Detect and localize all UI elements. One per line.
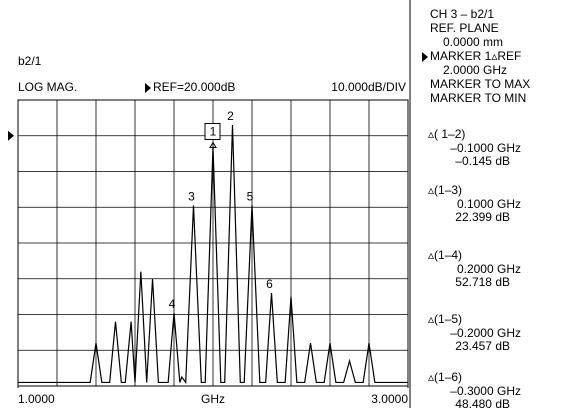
ref-label: REF=20.000dB [153,80,235,94]
delta-label: ▵(1–5) [428,312,462,326]
panel-line: REF. PLANE [430,21,499,35]
marker-label: 2 [227,109,234,123]
delta-frequency: –0.2000 GHz [450,326,521,340]
ref-arrow [8,130,14,141]
format-label: LOG MAG. [18,80,77,94]
delta-frequency: –0.3000 GHz [450,384,521,398]
delta-frequency: –0.1000 GHz [450,141,521,155]
delta-level: 48.480 dB [455,397,510,408]
delta-level: –0.145 dB [455,154,510,168]
marker-label: 1 [210,125,217,139]
panel-line: 2.0000 GHz [443,63,507,77]
ref-icon [145,83,151,93]
delta-frequency: 0.2000 GHz [457,262,521,276]
softkey[interactable]: MARKER TO MIN [430,91,526,105]
trace [18,125,408,385]
delta-frequency: 0.1000 GHz [457,197,521,211]
delta-level: 52.718 dB [455,275,510,289]
delta-level: 22.399 dB [455,210,510,224]
delta-label: ▵(1–6) [428,370,462,384]
marker-label: 5 [247,189,254,203]
marker-label: 6 [266,277,273,291]
panel-line: 0.0000 mm [443,35,503,49]
softkey[interactable]: MARKER TO MAX [430,77,530,91]
delta-label: ▵( 1–2) [428,127,465,141]
marker-label: 3 [188,190,195,204]
softkey[interactable]: MARKER 1▵REF [430,49,521,63]
scale-label: 10.000dB/DIV [331,80,406,94]
channel-label: b2/1 [18,54,42,68]
x-axis-label: GHz [201,392,225,406]
x-tick-label: 3.0000 [371,392,408,406]
softkey-pointer [422,52,428,62]
x-tick-label: 1.0000 [18,392,55,406]
delta-level: 23.457 dB [455,339,510,353]
marker-box [204,122,221,140]
panel-line: CH 3 – b2/1 [430,7,494,21]
delta-label: ▵(1–3) [428,183,462,197]
marker-label: 4 [169,297,176,311]
delta-label: ▵(1–4) [428,248,462,262]
active-marker [209,141,217,148]
delta-list: ▵( 1–2)–0.1000 GHz–0.145 dB ▵(1–3)0.1000 … [428,127,521,408]
